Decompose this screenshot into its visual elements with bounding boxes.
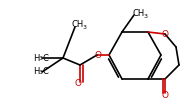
- Text: H: H: [33, 54, 39, 62]
- Text: 3: 3: [39, 70, 43, 74]
- Text: O: O: [162, 91, 168, 100]
- Text: H: H: [33, 67, 39, 77]
- Text: 3: 3: [144, 14, 148, 19]
- Text: 3: 3: [39, 55, 43, 60]
- Text: CH: CH: [133, 9, 145, 18]
- Text: CH: CH: [72, 20, 84, 28]
- Text: C: C: [42, 54, 48, 62]
- Text: C: C: [42, 67, 48, 77]
- Text: O: O: [74, 79, 82, 89]
- Text: O: O: [162, 30, 168, 38]
- Text: 3: 3: [83, 25, 87, 30]
- Text: O: O: [95, 50, 101, 60]
